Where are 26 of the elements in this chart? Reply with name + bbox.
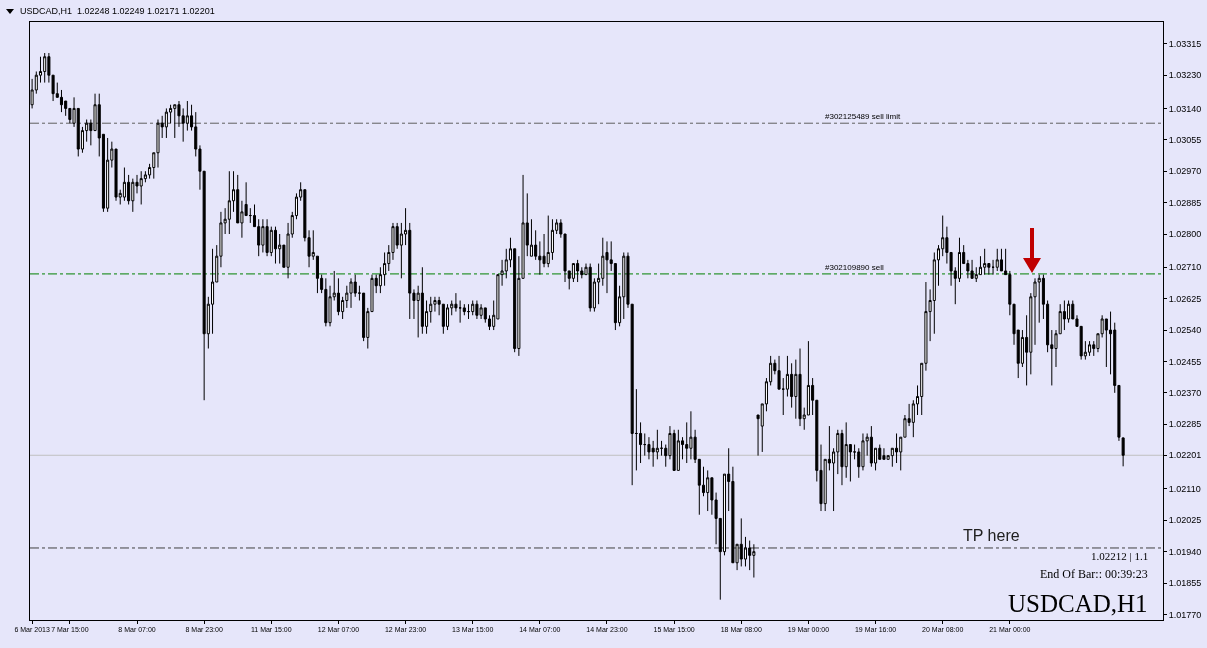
y-tick-label: 1.01940 [1168,546,1202,557]
annotation: End Of Bar:: 00:39:23 [1040,567,1148,581]
ref-line-label: #302125489 sell limit [825,112,901,121]
y-tick-label: 1.02110 [1168,484,1201,495]
y-tick-label: 1.02540 [1168,325,1202,336]
y-tick-label: 1.02025 [1168,515,1202,526]
y-tick-label: 1.02885 [1168,197,1202,208]
ref-line-label: #302109890 sell [825,263,884,272]
annotation: 1.02212 | 1.1 [1091,550,1149,562]
y-tick-label: 1.02285 [1168,419,1202,430]
y-tick-label: 1.02970 [1168,166,1202,177]
annotation: TP here [963,527,1020,544]
y-tick-label: 1.01855 [1168,578,1202,589]
y-tick-label: 1.01770 [1168,609,1202,620]
chart-title: USDCAD,H1 1.02248 1.02249 1.02171 1.02201 [20,6,215,17]
y-tick-label: 1.03055 [1168,134,1202,145]
y-tick-label: 1.02710 [1168,262,1202,273]
y-tick-label: 1.03230 [1168,70,1202,81]
annotation: USDCAD,H1 [1008,590,1148,617]
y-tick-label: 1.03140 [1168,103,1202,114]
y-tick-label: 1.02455 [1168,356,1202,367]
y-tick-label: 1.02625 [1168,293,1202,304]
y-tick-label: 1.02370 [1168,387,1202,398]
y-tick-label: 1.03315 [1168,38,1202,49]
y-tick-label: 1.02800 [1168,229,1202,240]
y-tick-label: 1.02201 [1168,450,1202,461]
